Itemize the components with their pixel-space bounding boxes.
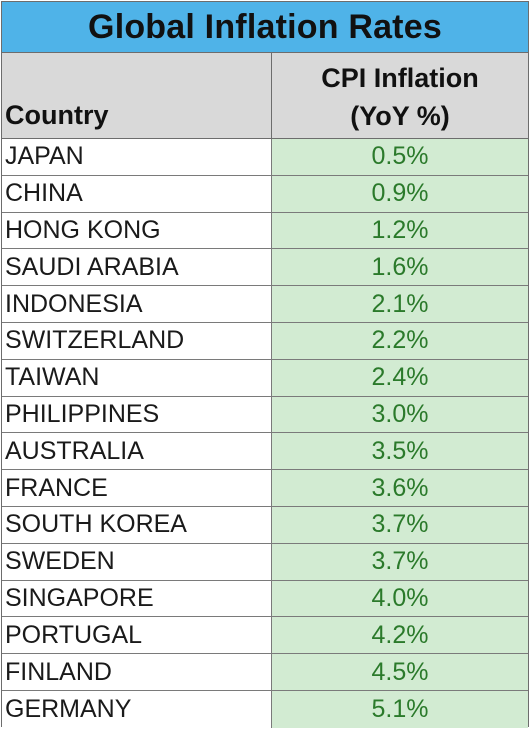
country-cell: CHINA bbox=[2, 175, 272, 212]
table-header-row: Country CPI Inflation (YoY %) bbox=[2, 53, 528, 139]
country-cell: FRANCE bbox=[2, 470, 272, 506]
table-row: CHINA 0.9% bbox=[2, 175, 528, 213]
table-row: INDONESIA 2.1% bbox=[2, 286, 528, 323]
country-cell: HONG KONG bbox=[2, 212, 272, 249]
table-row: PORTUGAL 4.2% bbox=[2, 617, 528, 655]
country-cell: PHILIPPINES bbox=[2, 396, 272, 433]
cpi-value-cell: 3.7% bbox=[272, 543, 528, 580]
country-cell: PORTUGAL bbox=[2, 617, 272, 654]
cpi-value-cell: 1.2% bbox=[272, 212, 528, 249]
table-row: SWITZERLAND 2.2% bbox=[2, 322, 528, 360]
country-cell: SWITZERLAND bbox=[2, 322, 272, 359]
table-row: TAIWAN 2.4% bbox=[2, 359, 528, 397]
table-row: AUSTRALIA 3.5% bbox=[2, 433, 528, 471]
country-cell: FINLAND bbox=[2, 654, 272, 690]
country-header: Country bbox=[5, 100, 109, 130]
country-cell: AUSTRALIA bbox=[2, 433, 272, 470]
table-row: HONG KONG 1.2% bbox=[2, 212, 528, 250]
cpi-value-cell: 3.7% bbox=[272, 506, 528, 543]
table-title: Global Inflation Rates bbox=[88, 7, 442, 46]
country-cell: SINGAPORE bbox=[2, 580, 272, 617]
table-row: SOUTH KOREA 3.7% bbox=[2, 506, 528, 544]
cpi-value-cell: 3.5% bbox=[272, 433, 528, 470]
country-cell: JAPAN bbox=[2, 139, 272, 175]
table-row: JAPAN 0.5% bbox=[2, 139, 528, 176]
table-title-row: Global Inflation Rates bbox=[2, 2, 528, 53]
cpi-header-cell: CPI Inflation (YoY %) bbox=[272, 53, 528, 138]
cpi-value-cell: 4.5% bbox=[272, 654, 528, 690]
country-cell: INDONESIA bbox=[2, 286, 272, 322]
country-cell: TAIWAN bbox=[2, 359, 272, 396]
country-cell: SWEDEN bbox=[2, 543, 272, 580]
cpi-header-line2: (YoY %) bbox=[350, 100, 450, 131]
table-row: GERMANY 5.1% bbox=[2, 690, 528, 728]
cpi-value-cell: 2.1% bbox=[272, 286, 528, 322]
table-row: SAUDI ARABIA 1.6% bbox=[2, 249, 528, 287]
table-row: SINGAPORE 4.0% bbox=[2, 580, 528, 618]
table-row: PHILIPPINES 3.0% bbox=[2, 396, 528, 434]
country-cell: GERMANY bbox=[2, 690, 272, 728]
cpi-value-cell: 1.6% bbox=[272, 249, 528, 286]
cpi-value-cell: 4.0% bbox=[272, 580, 528, 617]
table-row: FRANCE 3.6% bbox=[2, 470, 528, 507]
cpi-value-cell: 0.5% bbox=[272, 139, 528, 175]
cpi-value-cell: 2.4% bbox=[272, 359, 528, 396]
cpi-value-cell: 2.2% bbox=[272, 322, 528, 359]
table-row: SWEDEN 3.7% bbox=[2, 543, 528, 581]
cpi-value-cell: 3.6% bbox=[272, 470, 528, 506]
table-body: JAPAN 0.5% CHINA 0.9% HONG KONG 1.2% SAUDI ARA… bbox=[2, 139, 528, 728]
country-header-cell: Country bbox=[2, 53, 272, 138]
cpi-value-cell: 3.0% bbox=[272, 396, 528, 433]
country-cell: SAUDI ARABIA bbox=[2, 249, 272, 286]
cpi-value-cell: 0.9% bbox=[272, 175, 528, 212]
table-row: FINLAND 4.5% bbox=[2, 654, 528, 691]
cpi-value-cell: 4.2% bbox=[272, 617, 528, 654]
cpi-value-cell: 5.1% bbox=[272, 690, 528, 728]
cpi-header-line1: CPI Inflation bbox=[321, 62, 479, 93]
country-cell: SOUTH KOREA bbox=[2, 506, 272, 543]
